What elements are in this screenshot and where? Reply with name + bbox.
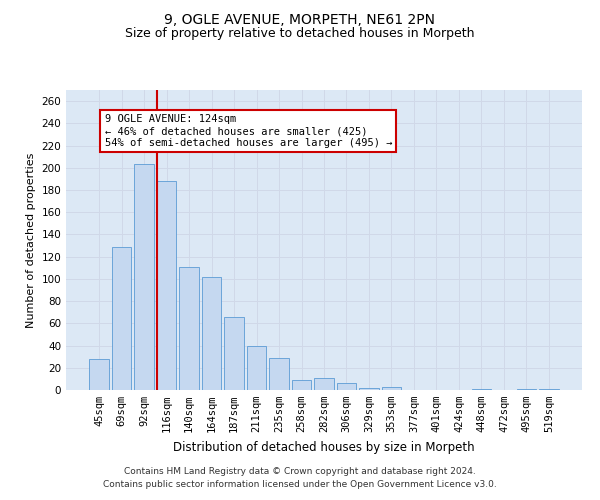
- Bar: [269, 358, 289, 390]
- Y-axis label: Number of detached properties: Number of detached properties: [26, 152, 36, 328]
- Bar: [292, 380, 311, 390]
- Bar: [247, 346, 266, 390]
- Bar: [134, 164, 154, 390]
- Bar: [472, 389, 491, 390]
- X-axis label: Distribution of detached houses by size in Morpeth: Distribution of detached houses by size …: [173, 440, 475, 454]
- Text: Contains HM Land Registry data © Crown copyright and database right 2024.: Contains HM Land Registry data © Crown c…: [124, 467, 476, 476]
- Bar: [157, 181, 176, 390]
- Text: 9, OGLE AVENUE, MORPETH, NE61 2PN: 9, OGLE AVENUE, MORPETH, NE61 2PN: [164, 12, 436, 26]
- Bar: [359, 388, 379, 390]
- Bar: [224, 316, 244, 390]
- Bar: [337, 384, 356, 390]
- Bar: [382, 386, 401, 390]
- Bar: [539, 389, 559, 390]
- Bar: [517, 389, 536, 390]
- Bar: [179, 266, 199, 390]
- Text: 9 OGLE AVENUE: 124sqm
← 46% of detached houses are smaller (425)
54% of semi-det: 9 OGLE AVENUE: 124sqm ← 46% of detached …: [104, 114, 392, 148]
- Bar: [112, 246, 131, 390]
- Text: Size of property relative to detached houses in Morpeth: Size of property relative to detached ho…: [125, 28, 475, 40]
- Bar: [89, 359, 109, 390]
- Text: Contains public sector information licensed under the Open Government Licence v3: Contains public sector information licen…: [103, 480, 497, 489]
- Bar: [314, 378, 334, 390]
- Bar: [202, 276, 221, 390]
